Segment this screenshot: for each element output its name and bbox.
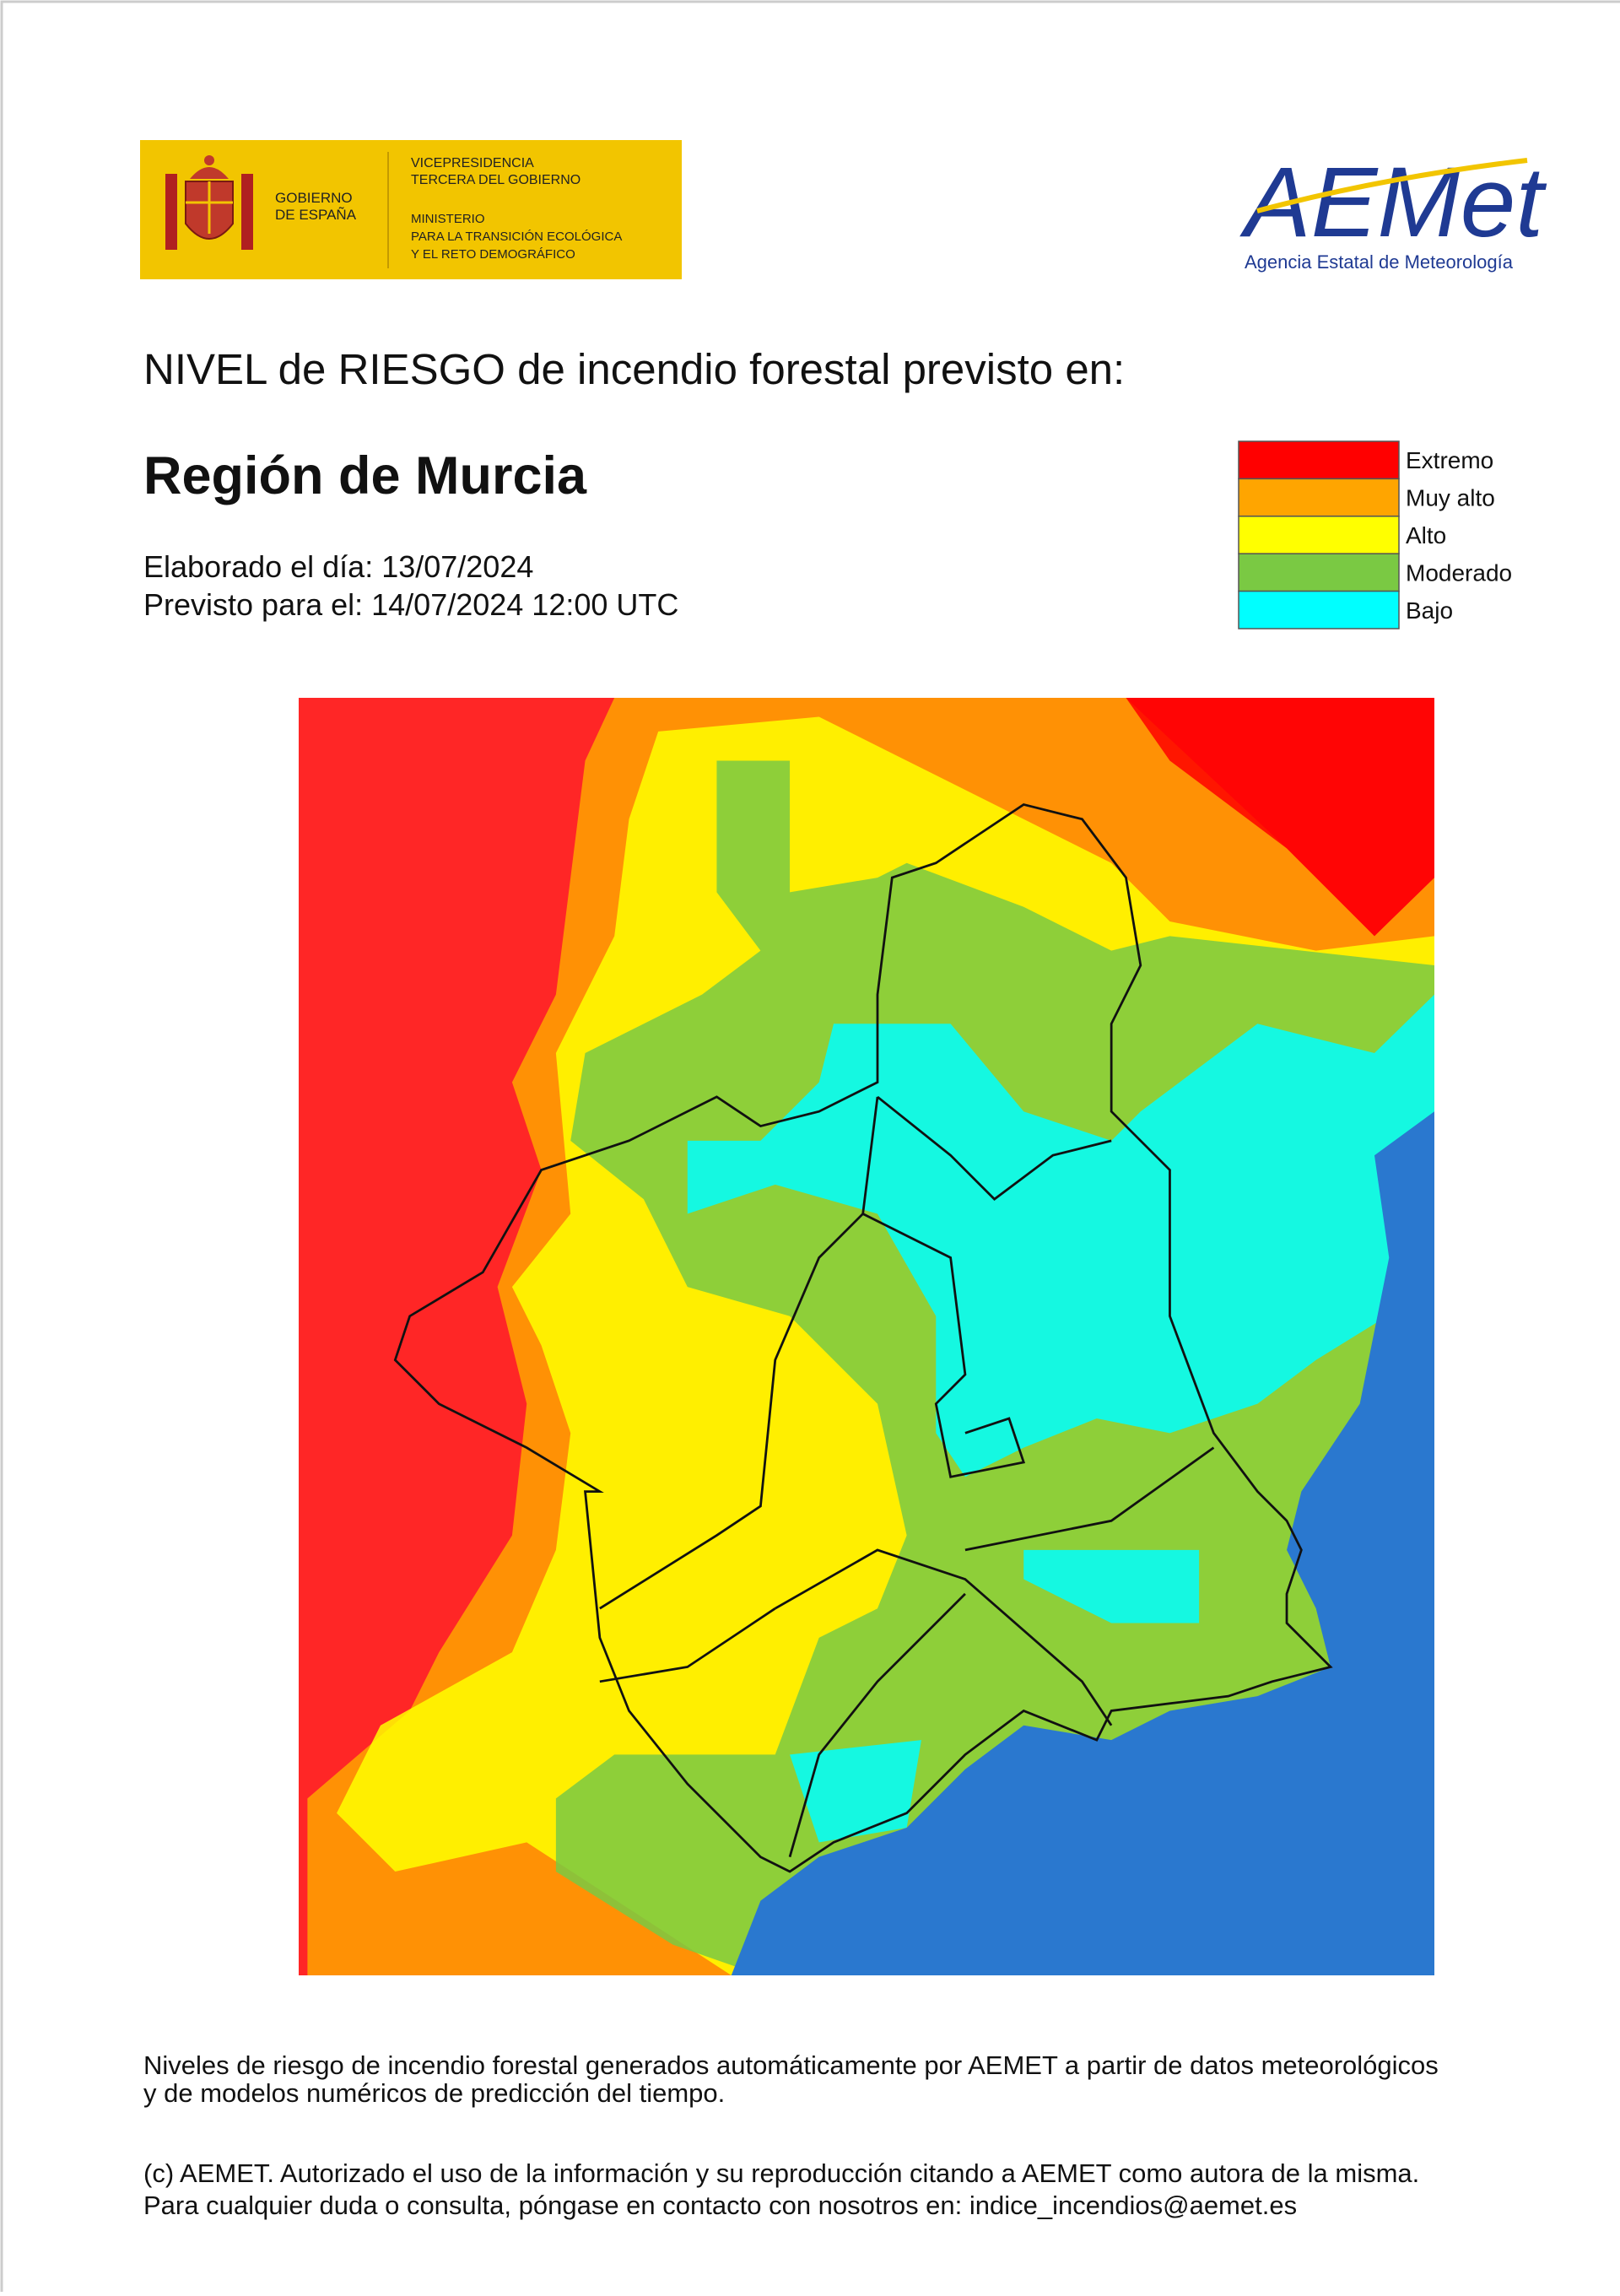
ministry-line: Y EL RETO DEMOGRÁFICO [411,247,575,262]
ministry-line: TERCERA DEL GOBIERNO [411,173,580,187]
title: NIVEL de RIESGO de incendio forestal pre… [143,345,1125,393]
footer-note: Niveles de riesgo de incendio forestal g… [143,2050,1439,2080]
legend-label: Extremo [1406,447,1493,473]
government-line: GOBIERNO [275,190,353,206]
risk-area [790,1740,921,1843]
legend-swatch [1238,440,1400,480]
risk-area [1126,698,1434,937]
government-logo [140,140,682,279]
legend-swatch [1238,516,1400,554]
footer-copyright: (c) AEMET. Autorizado el uso de la infor… [143,2158,1419,2188]
logo-swoosh [1256,158,1528,213]
issued-date: Elaborado el día: 13/07/2024 [143,549,533,584]
ministry-line: PARA LA TRANSICIÓN ECOLÓGICA [411,230,622,244]
legend-label: Moderado [1406,559,1512,586]
footer-copyright: Para cualquier duda o consulta, póngase … [143,2191,1297,2220]
risk-area [1023,1549,1200,1623]
sea [731,1111,1434,1975]
agency-name: Agencia Estatal de Meteorología [1245,251,1514,273]
legend-label: Alto [1406,522,1446,548]
government-line: DE ESPAÑA [275,207,357,223]
legend-label: Muy alto [1406,485,1495,511]
coat-of-arms [165,155,253,250]
footer-note: y de modelos numéricos de predicción del… [143,2078,725,2108]
ministry-line: MINISTERIO [411,212,485,226]
legend: Extremo Muy alto Alto Moderado Bajo [1238,440,1512,629]
legend-label: Bajo [1406,597,1453,624]
map [299,698,1434,1975]
borders [393,802,1333,1873]
ministry-line: VICEPRESIDENCIA [411,156,534,170]
region: Región de Murcia [143,446,587,505]
valid-date: Previsto para el: 14/07/2024 12:00 UTC [143,587,678,622]
legend-swatch [1238,553,1400,592]
legend-swatch [1238,590,1400,629]
legend-swatch [1238,478,1400,517]
